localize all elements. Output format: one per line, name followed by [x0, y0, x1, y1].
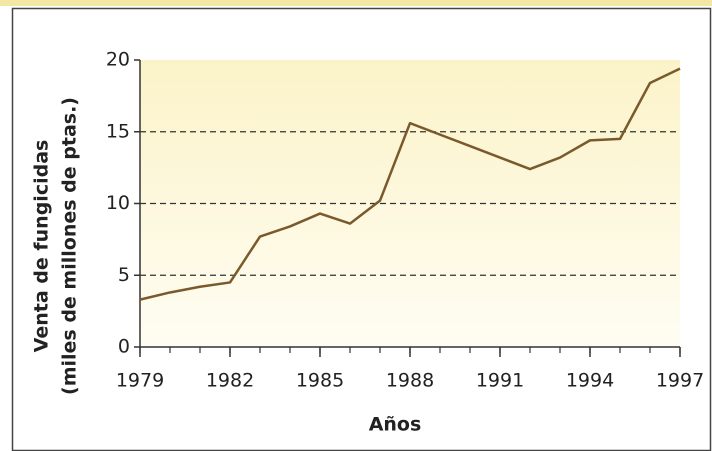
x-axis-label: Años [369, 414, 422, 436]
x-tick-label: 1991 [476, 370, 524, 392]
y-tick-label: 5 [118, 264, 130, 286]
x-tick-label: 1982 [206, 370, 254, 392]
x-tick-label: 1985 [296, 370, 344, 392]
top-band [0, 0, 712, 6]
x-tick-label: 1988 [386, 370, 434, 392]
y-axis-label: Venta de fungicidas [31, 140, 53, 353]
y-tick-label: 10 [106, 192, 130, 214]
data-line [139, 67, 681, 301]
y-tick-label: 15 [106, 120, 130, 142]
y-axis-label: (miles de millones de ptas.) [59, 97, 81, 395]
y-tick-label: 20 [106, 49, 130, 71]
x-tick-label: 1997 [656, 370, 704, 392]
y-tick-label: 0 [118, 336, 130, 358]
x-tick-label: 1979 [116, 370, 164, 392]
x-tick-label: 1994 [566, 370, 614, 392]
